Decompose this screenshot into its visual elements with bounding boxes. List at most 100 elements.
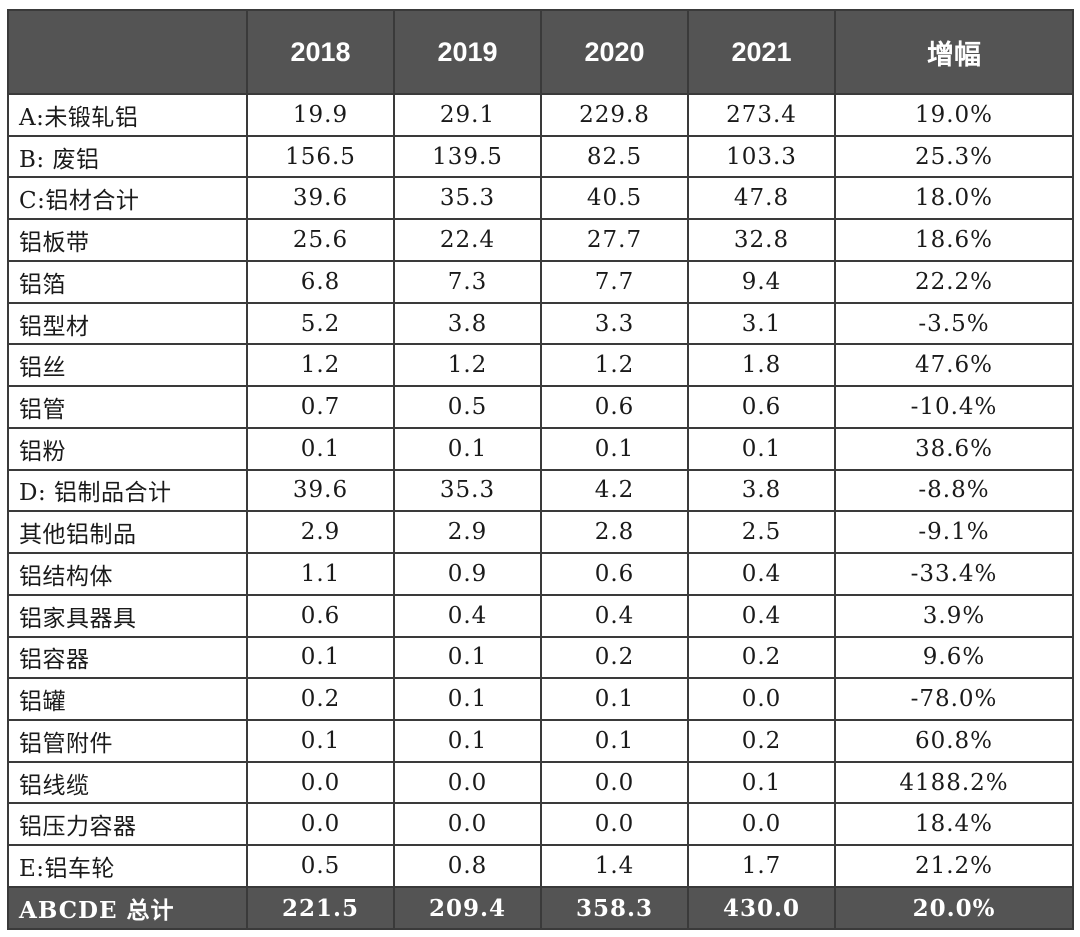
cell-growth: 60.8% [834, 719, 1074, 763]
cell-2018: 5.2 [246, 301, 395, 346]
table-row: 铝容器 0.1 0.1 0.2 0.2 9.6% [7, 635, 1074, 680]
cell-growth: -9.1% [834, 510, 1074, 555]
row-label: D: 铝制品合计 [7, 468, 248, 513]
row-label: B: 废铝 [7, 134, 248, 179]
cell-2018: 1.1 [246, 552, 395, 596]
cell-2019: 3.8 [393, 301, 542, 346]
total-cell-2019: 209.4 [393, 886, 542, 930]
cell-2018: 6.8 [246, 259, 395, 304]
cell-2018: 1.2 [246, 343, 395, 388]
table-row: 铝结构体 1.1 0.9 0.6 0.4 -33.4% [7, 552, 1074, 596]
cell-2020: 0.1 [540, 719, 689, 763]
table-row: 铝箔 6.8 7.3 7.7 9.4 22.2% [7, 259, 1074, 304]
cell-2018: 0.5 [246, 844, 395, 888]
table-footer: ABCDE 总计 221.5 209.4 358.3 430.0 20.0% [7, 886, 1074, 930]
table-row: 铝线缆 0.0 0.0 0.0 0.1 4188.2% [7, 760, 1074, 805]
row-label: 铝粉 [7, 426, 248, 471]
cell-growth: 25.3% [834, 134, 1074, 179]
cell-growth: 21.2% [834, 844, 1074, 888]
cell-2018: 0.7 [246, 385, 395, 429]
row-label: 铝线缆 [7, 760, 248, 805]
table-row: D: 铝制品合计 39.6 35.3 4.2 3.8 -8.8% [7, 468, 1074, 513]
cell-2018: 39.6 [246, 468, 395, 513]
cell-2021: 32.8 [687, 218, 836, 262]
row-label: 铝罐 [7, 677, 248, 722]
cell-2021: 1.7 [687, 844, 836, 888]
cell-2021: 0.1 [687, 760, 836, 805]
table-row: 铝家具器具 0.6 0.4 0.4 0.4 3.9% [7, 593, 1074, 638]
cell-growth: 18.6% [834, 218, 1074, 262]
cell-2020: 3.3 [540, 301, 689, 346]
cell-2019: 0.4 [393, 593, 542, 638]
cell-2021: 103.3 [687, 134, 836, 179]
cell-2020: 0.0 [540, 802, 689, 847]
cell-2021: 1.8 [687, 343, 836, 388]
cell-growth: 18.0% [834, 176, 1074, 221]
cell-2019: 22.4 [393, 218, 542, 262]
cell-growth: 3.9% [834, 593, 1074, 638]
cell-2019: 29.1 [393, 93, 542, 137]
row-label: 铝箔 [7, 259, 248, 304]
table-row: 铝板带 25.6 22.4 27.7 32.8 18.6% [7, 218, 1074, 262]
cell-2018: 0.1 [246, 635, 395, 680]
cell-2019: 0.0 [393, 760, 542, 805]
cell-2018: 0.6 [246, 593, 395, 638]
aluminum-trade-table: 2018 2019 2020 2021 增幅 A:未锻轧铝 19.9 29.1 229… [7, 9, 1074, 930]
cell-2020: 40.5 [540, 176, 689, 221]
header-row: 2018 2019 2020 2021 增幅 [7, 9, 1074, 95]
cell-2019: 0.9 [393, 552, 542, 596]
cell-2018: 0.2 [246, 677, 395, 722]
cell-2020: 229.8 [540, 93, 689, 137]
table-row: 铝压力容器 0.0 0.0 0.0 0.0 18.4% [7, 802, 1074, 847]
cell-growth: 4188.2% [834, 760, 1074, 805]
table-row: 铝管 0.7 0.5 0.6 0.6 -10.4% [7, 385, 1074, 429]
table-row: E:铝车轮 0.5 0.8 1.4 1.7 21.2% [7, 844, 1074, 888]
cell-2018: 19.9 [246, 93, 395, 137]
cell-2018: 0.0 [246, 802, 395, 847]
table-row: B: 废铝 156.5 139.5 82.5 103.3 25.3% [7, 134, 1074, 179]
header-cell-2018: 2018 [246, 9, 395, 95]
cell-2019: 0.8 [393, 844, 542, 888]
row-label: 铝压力容器 [7, 802, 248, 847]
cell-2019: 139.5 [393, 134, 542, 179]
cell-2019: 0.1 [393, 719, 542, 763]
header-cell-growth: 增幅 [834, 9, 1074, 95]
cell-2019: 1.2 [393, 343, 542, 388]
total-cell-growth: 20.0% [834, 886, 1074, 930]
table-row: 其他铝制品 2.9 2.9 2.8 2.5 -9.1% [7, 510, 1074, 555]
cell-2021: 0.1 [687, 426, 836, 471]
cell-growth: -10.4% [834, 385, 1074, 429]
table-row: A:未锻轧铝 19.9 29.1 229.8 273.4 19.0% [7, 93, 1074, 137]
table-row: C:铝材合计 39.6 35.3 40.5 47.8 18.0% [7, 176, 1074, 221]
cell-2019: 0.1 [393, 426, 542, 471]
total-cell-2018: 221.5 [246, 886, 395, 930]
cell-growth: 18.4% [834, 802, 1074, 847]
cell-growth: -33.4% [834, 552, 1074, 596]
header-cell-2019: 2019 [393, 9, 542, 95]
cell-2021: 0.0 [687, 802, 836, 847]
cell-2019: 2.9 [393, 510, 542, 555]
row-label: 铝管附件 [7, 719, 248, 763]
header-cell-2020: 2020 [540, 9, 689, 95]
data-table-container: 2018 2019 2020 2021 增幅 A:未锻轧铝 19.9 29.1 229… [7, 9, 1074, 930]
cell-growth: 9.6% [834, 635, 1074, 680]
row-label: 其他铝制品 [7, 510, 248, 555]
cell-2018: 2.9 [246, 510, 395, 555]
row-label: 铝丝 [7, 343, 248, 388]
row-label: 铝型材 [7, 301, 248, 346]
row-label: 铝管 [7, 385, 248, 429]
cell-growth: 38.6% [834, 426, 1074, 471]
cell-2020: 0.6 [540, 385, 689, 429]
table-body: A:未锻轧铝 19.9 29.1 229.8 273.4 19.0% B: 废铝 156.5 1… [7, 93, 1074, 888]
cell-2018: 25.6 [246, 218, 395, 262]
cell-2019: 0.1 [393, 677, 542, 722]
header-cell-label [7, 9, 248, 95]
table-row: 铝管附件 0.1 0.1 0.1 0.2 60.8% [7, 719, 1074, 763]
cell-2020: 0.4 [540, 593, 689, 638]
row-label: 铝容器 [7, 635, 248, 680]
total-cell-2020: 358.3 [540, 886, 689, 930]
cell-growth: 19.0% [834, 93, 1074, 137]
row-label: 铝结构体 [7, 552, 248, 596]
cell-2019: 35.3 [393, 176, 542, 221]
cell-2021: 47.8 [687, 176, 836, 221]
